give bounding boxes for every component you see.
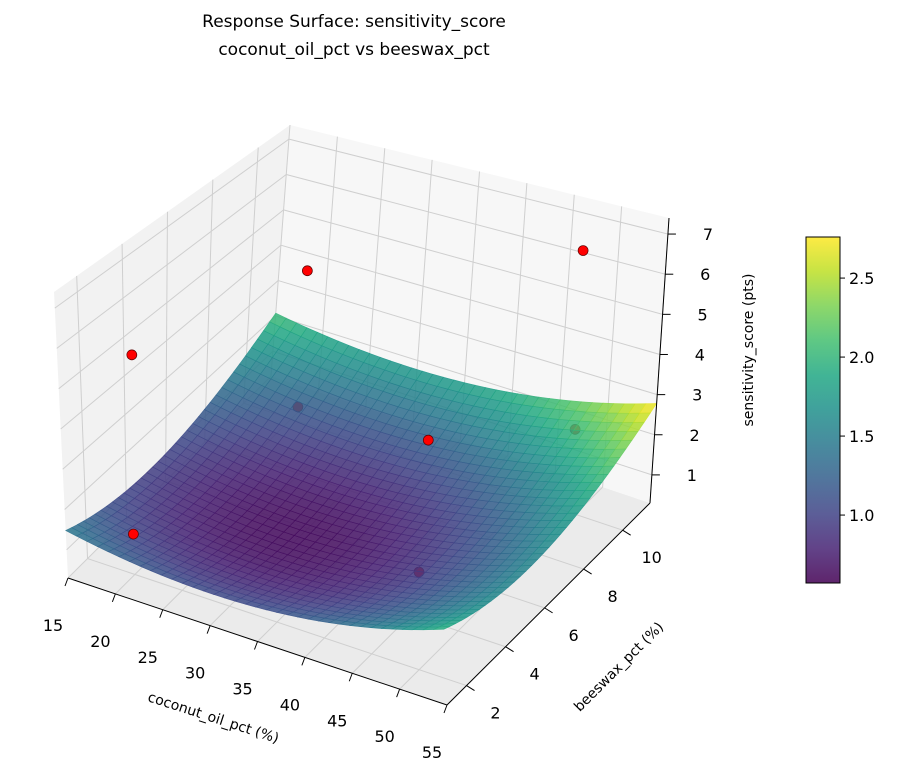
y-tick-label: 8 [608,587,618,606]
scatter-points [126,245,589,540]
y-axis-line [446,502,651,706]
x-tick [111,593,116,603]
left-gridline-z [54,138,290,309]
x-tick [64,577,69,587]
z-tick-label: 6 [700,265,710,284]
x-tick [396,688,401,698]
back-gridline-z [278,280,658,396]
x-tick [301,657,306,666]
x-axis-label: coconut_oil_pct (%) [146,689,281,747]
x-tick [159,609,164,618]
left-gridline-y [76,275,89,559]
left-gridline-z [62,280,279,470]
x-tick-label: 45 [327,711,347,730]
left-gridline-z [60,244,282,430]
y-tick-label: 6 [569,626,579,645]
left-gridline-z [64,315,276,510]
data-point [302,265,313,277]
x-tick [348,673,353,682]
x-tick-label: 50 [374,727,394,746]
back-gridline-z [283,209,663,315]
left-gridline-y [204,179,214,443]
x-tick [254,641,258,650]
y-axis-label: beeswax_pct (%) [571,619,667,715]
response-surface [65,312,658,631]
x-tick-label: 15 [43,616,63,635]
left-gridline-z [58,209,284,390]
y-tick [583,568,592,575]
z-tick-label: 1 [687,466,697,485]
y-tick-label: 4 [529,665,539,684]
y-tick-label: 2 [490,704,500,723]
x-tick-label: 55 [422,743,442,762]
back-gridline-z [288,138,669,235]
colorbar-gradient [805,236,841,584]
chart-title: Response Surface: sensitivity_score [202,12,506,32]
x-tick [206,625,211,634]
y-tick [505,646,514,653]
x-tick-label: 20 [90,632,110,651]
data-point [577,245,589,256]
z-tick-label: 3 [692,386,702,405]
z-tick-label: 7 [703,225,713,244]
data-point [422,434,434,446]
z-axis-label: sensitivity_score (pts) [741,274,757,427]
y-tick [544,607,553,614]
x-tick-label: 30 [185,664,205,683]
y-tick [466,685,475,692]
left-gridline-z [56,174,287,349]
z-axis-line [649,217,670,504]
x-tick-label: 40 [280,695,300,714]
surface-patch [433,626,450,630]
x-tick-label: 35 [232,680,252,699]
data-point [128,528,139,540]
left-gridline-y [121,243,128,520]
back-gridline-z [280,244,661,355]
left-gridline-y [165,211,168,481]
chart-subtitle: coconut_oil_pct vs beeswax_pct [218,40,490,60]
x-tick-label: 25 [138,648,158,667]
z-tick-label: 5 [697,305,707,324]
x-tick [443,704,448,714]
y-tick [622,529,631,536]
floor-gridline-y [87,558,467,687]
z-tick-label: 4 [695,345,705,364]
z-tick-label: 2 [689,426,699,445]
colorbar-tick-label: 1.0 [849,506,874,525]
data-point [126,349,138,361]
colorbar-tick-label: 1.5 [849,427,874,446]
colorbar: 1.0 1.5 2.0 2.5 [805,236,874,584]
colorbar-tick-label: 2.0 [849,348,874,367]
back-gridline-z [286,174,666,275]
colorbar-tick-label: 2.5 [849,269,874,288]
y-tick-label: 10 [641,548,661,567]
